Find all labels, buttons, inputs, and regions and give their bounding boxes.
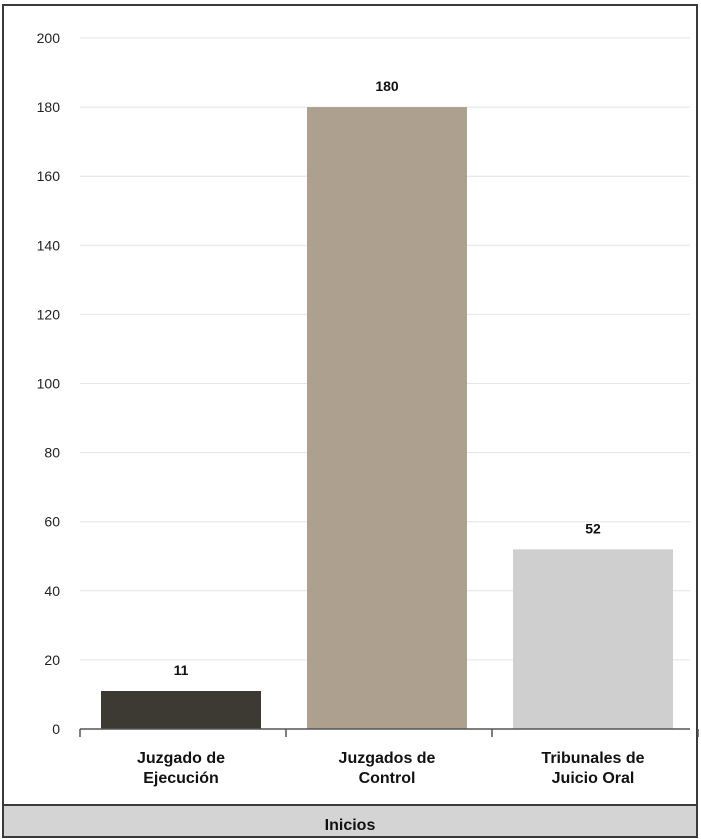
category-labels: Juzgado de Ejecución Juzgados de Control Tri… [137, 750, 645, 787]
bar [513, 549, 673, 729]
category-label: Control [359, 770, 416, 787]
footer-label: Inicios [324, 817, 376, 834]
y-tick-label: 20 [44, 652, 60, 668]
data-label: 52 [585, 520, 601, 536]
category-label: Juzgado de [137, 750, 225, 767]
axes [79, 728, 699, 737]
y-tick-label: 160 [37, 168, 61, 184]
bar [101, 690, 261, 729]
y-tick-label: 0 [52, 721, 60, 737]
category-footer: Inicios [4, 804, 696, 836]
category-label: Juicio Oral [552, 770, 635, 787]
y-tick-label: 140 [37, 237, 61, 253]
category-label: Tribunales de [541, 750, 644, 767]
y-tick-label: 180 [37, 99, 61, 115]
category-label: Ejecución [143, 770, 219, 787]
data-labels: 11 180 52 [174, 78, 601, 678]
y-tick-label: 60 [44, 514, 60, 530]
y-tick-label: 200 [37, 30, 61, 46]
y-tick-label: 40 [44, 583, 60, 599]
bar [307, 107, 467, 730]
category-label: Juzgados de [339, 750, 436, 767]
data-label: 11 [174, 662, 189, 678]
y-tick-label: 80 [44, 445, 60, 461]
bars [101, 107, 673, 730]
data-label: 180 [375, 78, 399, 94]
y-tick-label: 120 [37, 306, 61, 322]
y-axis-ticks: 0 20 40 60 80 100 120 140 160 180 200 [37, 30, 61, 737]
y-tick-label: 100 [37, 376, 61, 392]
